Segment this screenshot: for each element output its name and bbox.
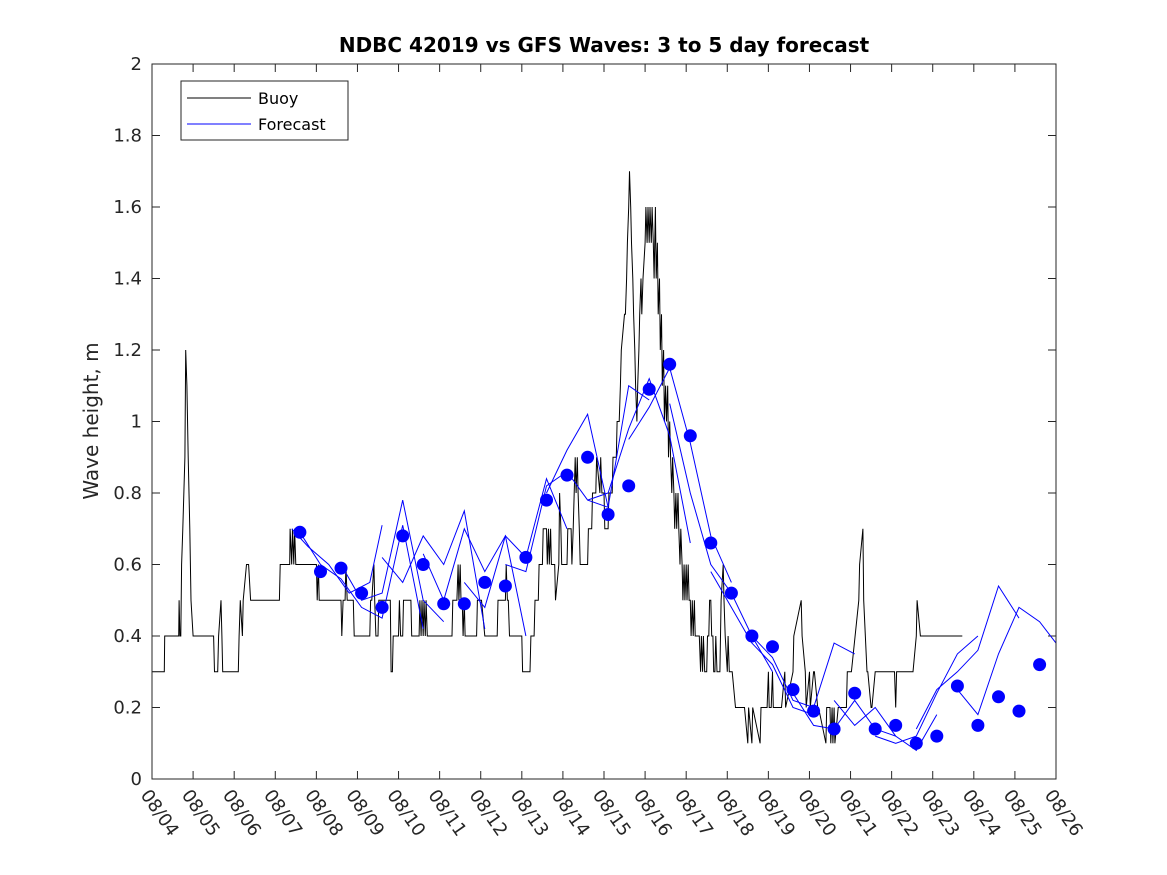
forecast-line [710, 571, 814, 716]
forecast-point [868, 722, 882, 736]
forecast-point [396, 529, 410, 543]
legend-box [180, 80, 349, 141]
forecast-point [416, 558, 430, 571]
forecast-point [437, 597, 451, 611]
forecast-line [546, 384, 650, 508]
forecast-point [950, 679, 964, 693]
forecast-points [293, 357, 1047, 750]
forecast-point [314, 565, 327, 579]
y-tick-labels: 0 0.2 0.4 0.6 0.8 1 1.2 1.4 1.6 1.8 2 [113, 54, 142, 790]
forecast-line [463, 477, 568, 609]
forecast-point [334, 561, 348, 575]
y-tick-label: 0 [131, 769, 142, 790]
forecast-point [724, 586, 738, 600]
y-tick-label: 0.2 [113, 698, 142, 719]
forecast-point [375, 600, 389, 614]
y-tick-label: 1.4 [113, 269, 142, 290]
forecast-point [704, 536, 718, 550]
forecast-point [560, 468, 574, 482]
forecast-point [478, 575, 492, 589]
legend-buoy-label: Buoy [258, 89, 298, 108]
y-tick-label: 1.6 [113, 197, 142, 218]
forecast-point [848, 686, 862, 700]
buoy-line [152, 171, 963, 744]
forecast-point [766, 640, 779, 654]
forecast-point [519, 550, 533, 564]
forecast-point [540, 493, 553, 507]
plot-area [152, 64, 1056, 779]
forecast-point [457, 597, 471, 611]
forecast-point [745, 629, 759, 643]
forecast-point [1033, 658, 1047, 672]
forecast-point [930, 729, 944, 743]
forecast-line [957, 606, 1057, 716]
forecast-line [875, 635, 979, 744]
forecast-point [786, 683, 800, 697]
y-tick-label: 2 [131, 54, 142, 75]
y-tick-label: 0.8 [113, 483, 142, 504]
y-tick-label: 1.2 [113, 340, 142, 361]
buoy-series [152, 171, 963, 744]
forecast-point [293, 525, 307, 539]
y-tick-label: 0.6 [113, 555, 142, 576]
forecast-point [683, 429, 697, 443]
forecast-point [581, 450, 595, 464]
forecast-point [355, 586, 369, 600]
forecast-point [663, 357, 677, 371]
forecast-point [807, 704, 821, 718]
forecast-line [915, 584, 1020, 730]
forecast-point [601, 508, 615, 521]
forecast-point [827, 722, 841, 736]
chart-title: NDBC 42019 vs GFS Waves: 3 to 5 day fore… [339, 33, 870, 57]
forecast-point [992, 690, 1005, 704]
legend-forecast-label: Forecast [258, 115, 326, 134]
forecast-point [971, 718, 985, 732]
y-tick-label: 1 [131, 412, 142, 433]
forecast-point [889, 718, 903, 732]
plot-frame [151, 63, 1057, 780]
forecast-line [381, 509, 486, 629]
forecast-point [1012, 704, 1026, 718]
forecast-line [291, 525, 383, 594]
forecast-line [587, 377, 691, 544]
forecast-line [669, 403, 773, 673]
forecast-line [422, 527, 527, 637]
axis-ticks [151, 63, 1057, 780]
y-axis-label: Wave height, m [79, 342, 103, 499]
forecast-point [909, 736, 923, 750]
forecast-point [622, 479, 636, 493]
forecast-line [505, 470, 609, 573]
y-tick-label: 1.8 [113, 126, 142, 147]
legend: Buoy Forecast [180, 80, 349, 141]
forecast-line [751, 635, 855, 709]
forecast-point [642, 382, 656, 396]
forecast-line [299, 525, 424, 629]
y-tick-label: 0.4 [113, 626, 142, 647]
forecast-series [291, 366, 1057, 752]
forecast-point [498, 579, 512, 593]
